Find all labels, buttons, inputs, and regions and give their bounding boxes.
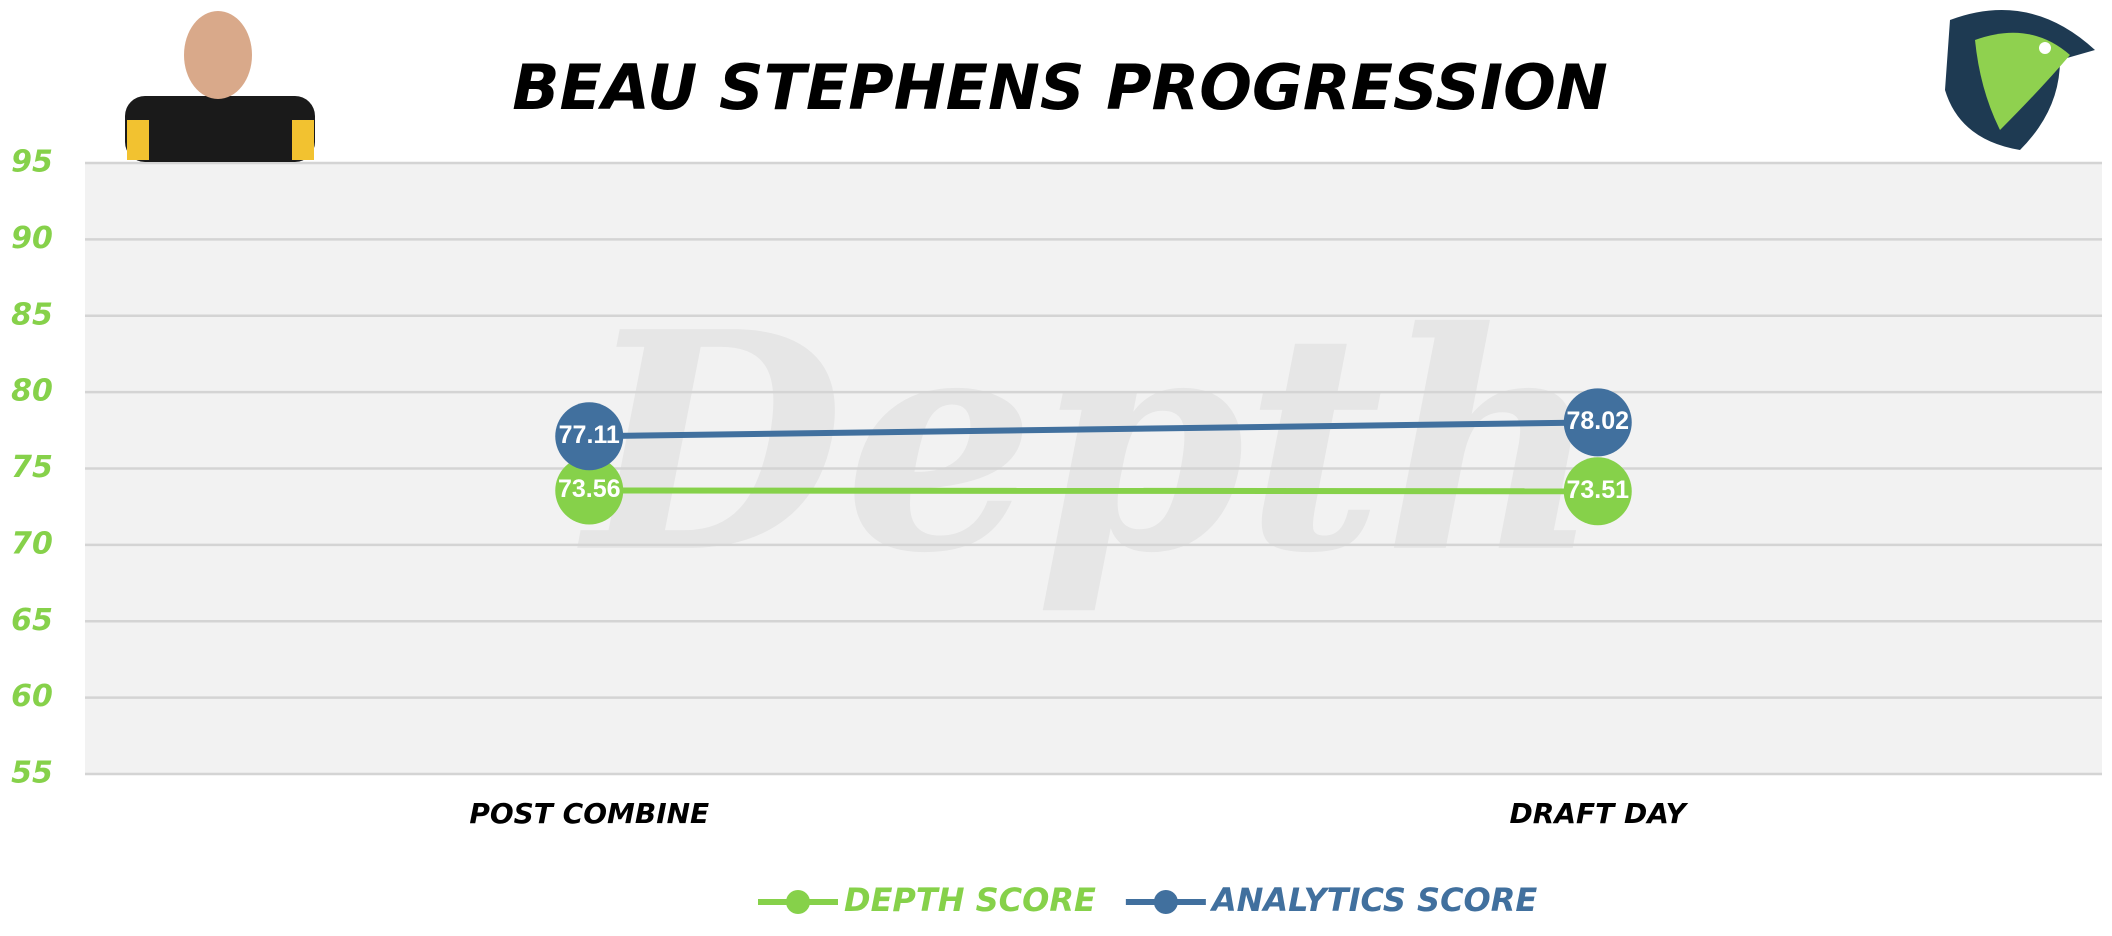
- y-tick-label: 70: [11, 526, 53, 561]
- legend-label: DEPTH SCORE: [844, 881, 1096, 919]
- data-label: 78.02: [1566, 407, 1629, 435]
- y-tick-label: 60: [11, 679, 53, 714]
- x-tick-label: DRAFT DAY: [1510, 797, 1689, 830]
- point-marker: [555, 402, 624, 471]
- y-tick-label: 65: [11, 603, 53, 638]
- y-tick-label: 95: [11, 145, 53, 180]
- y-tick-label: 75: [11, 450, 53, 485]
- data-label: 73.51: [1566, 476, 1629, 504]
- x-tick-label: POST COMBINE: [469, 797, 709, 830]
- point-marker: [1563, 457, 1632, 526]
- team-logo: [1945, 10, 2095, 150]
- series-line: [589, 487, 1598, 495]
- series-line: [589, 419, 1598, 440]
- legend-swatch-dot: [786, 890, 810, 914]
- y-tick-label: 55: [11, 756, 53, 791]
- legend-swatch-dot: [1153, 890, 1178, 914]
- watermark: Depth: [575, 266, 1602, 619]
- data-label: 77.11: [559, 421, 620, 449]
- player-photo: [125, 11, 315, 162]
- y-tick-label: 90: [11, 221, 53, 256]
- y-tick-label: 85: [11, 297, 53, 332]
- legend-label: ANALYTICS SCORE: [1209, 881, 1538, 919]
- point-marker: [1563, 388, 1632, 457]
- data-label: 73.56: [558, 475, 621, 503]
- y-tick-label: 80: [11, 374, 53, 409]
- chart-title: BEAU STEPHENS PROGRESSION: [512, 51, 1607, 124]
- point-marker: [555, 456, 624, 525]
